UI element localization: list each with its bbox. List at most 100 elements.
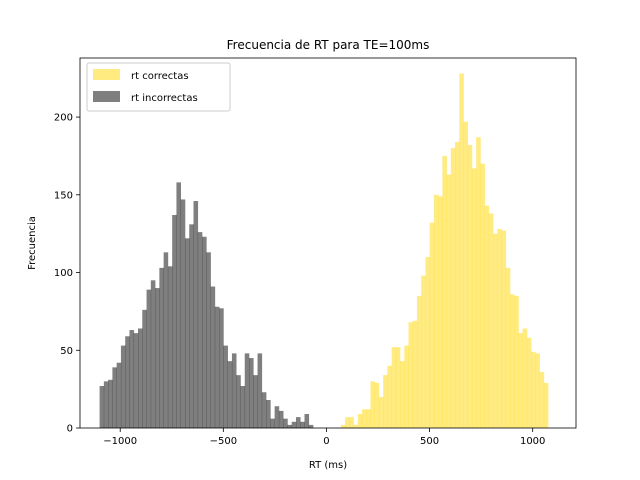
histogram-bar [471,168,477,428]
histogram-bar [197,232,203,428]
histogram-bar [184,238,190,428]
y-tick-label: 150 [54,190,73,201]
histogram-bar [202,236,207,428]
histogram-bar [300,421,305,428]
histogram-bar [159,267,164,428]
histogram-bar [433,194,439,428]
histogram-bar [223,345,228,428]
x-tick-label: 0 [323,436,329,447]
histogram-bar [480,163,485,428]
histogram-bar [172,215,177,428]
histogram-bar [539,372,545,428]
histogram-bar [501,230,507,428]
histogram-bar [378,396,384,428]
y-tick-label: 0 [67,424,73,435]
histogram-bar [274,406,280,428]
histogram-bar [429,222,435,428]
histogram-bar [421,275,426,428]
histogram-bar [189,224,194,428]
y-axis: 0 50 100 150 200 [54,113,80,435]
histogram-bar [383,375,388,428]
chart-title: Frecuencia de RT para TE=100ms [227,38,430,52]
histogram-bar [108,379,113,428]
histogram-bar [522,328,528,428]
histogram-bar [459,73,464,429]
histogram-bar [395,347,401,428]
histogram-bar [493,233,498,428]
histogram-bar [257,353,263,428]
histogram-bar [240,386,246,428]
histogram-bar [103,381,109,428]
histogram-bar [526,337,532,428]
histogram-bar [446,174,452,428]
histogram-bar [304,414,310,428]
histogram-bar [146,289,152,428]
histogram-bar [345,417,350,428]
histogram-bar [463,121,469,429]
histogram-bar [467,145,473,428]
x-axis-label: RT (ms) [309,460,347,471]
histogram-bar [219,308,224,428]
x-tick-label: −500 [210,436,237,447]
y-tick-label: 100 [54,268,73,279]
histogram-bar [514,295,519,428]
histogram-bar [270,418,275,428]
histogram-bar [535,353,540,428]
histogram-bar [505,267,511,428]
x-tick-label: 1000 [520,436,545,447]
plot-frame [79,57,577,429]
series-rt-incorrectas [99,182,314,428]
histogram-bar [531,351,536,428]
histogram-bar [125,336,130,428]
histogram-bar [261,392,267,428]
histogram-bar [391,347,397,428]
histogram-bar [112,367,117,428]
histogram-bar [150,280,156,428]
histogram-bar [206,252,211,428]
legend-swatch-rt-incorrectas [93,91,120,102]
histogram-bar [129,330,135,428]
histogram-bar [278,410,284,428]
histogram-bar [450,148,456,429]
histogram-bar [484,205,490,428]
histogram-bar [497,229,502,428]
histogram-bar [366,409,371,428]
x-tick-label: −1000 [103,436,137,447]
histogram-bar [193,201,199,428]
histogram-bar [353,424,359,428]
histogram-bar [408,322,414,428]
histogram-bar [227,361,233,428]
histogram-bar [438,196,443,428]
histogram-bar [287,424,292,428]
histogram-bar [155,288,160,428]
histogram-bar [387,365,392,428]
histogram-bar [214,306,220,428]
histogram-bar [283,418,288,428]
legend-label-rt-incorrectas: rt incorrectas [131,93,198,104]
histogram-bar [295,417,301,428]
histogram-bar [404,345,409,428]
histogram-bar [163,252,169,428]
histogram-bar [266,400,271,428]
histogram-bar [253,375,258,428]
histogram-bar [249,358,254,428]
histogram-bar [180,199,186,428]
histogram-bar [425,256,430,428]
histogram-bar [412,320,418,428]
histogram-bar [510,294,515,428]
histogram-bar [236,375,241,428]
histogram-bar [308,424,314,428]
legend: rt correctas rt incorrectas [86,62,231,112]
histogram-bar [231,353,237,428]
histogram-bar [476,137,481,429]
histogram-bar [442,155,447,428]
histogram-bar [455,141,460,428]
histogram-bar [357,414,363,428]
histogram-bar [142,309,147,428]
histogram-bar [138,328,143,428]
y-tick-label: 200 [54,113,73,124]
histogram-bar [543,382,549,428]
histogram-bar [210,286,216,428]
histogram-bar [99,386,105,428]
